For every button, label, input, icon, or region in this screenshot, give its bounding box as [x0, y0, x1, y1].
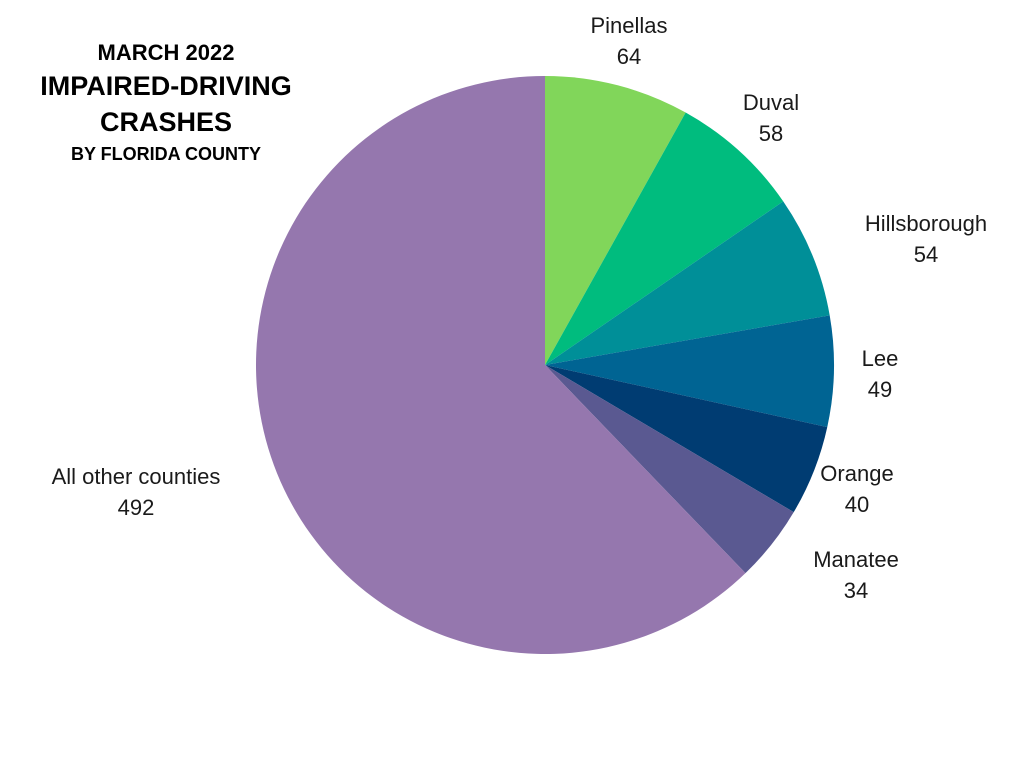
- pie-slice-lee: [545, 315, 835, 428]
- slice-label-pinellas: Pinellas 64: [590, 10, 667, 72]
- slice-label-duval: Duval 58: [743, 87, 799, 149]
- slice-label-lee: Lee 49: [862, 343, 899, 405]
- pie-slice-all-other-counties: [255, 76, 746, 654]
- slice-label-name: Lee: [861, 346, 899, 371]
- slice-label-name: Duval: [742, 90, 800, 115]
- slice-label-all-other-counties: All other counties 492: [52, 461, 221, 523]
- slice-label-manatee: Manatee 34: [813, 544, 899, 606]
- title-subtitle: BY FLORIDA COUNTY: [70, 144, 261, 164]
- slice-label-value: 49: [867, 377, 893, 402]
- title-month: MARCH 2022: [97, 40, 235, 65]
- slice-label-name: Orange: [820, 461, 894, 486]
- slice-label-value: 40: [844, 492, 870, 517]
- title-main-line-1: IMPAIRED-DRIVING: [40, 71, 292, 101]
- slice-label-name: Manatee: [813, 547, 899, 572]
- slice-label-name: All other counties: [51, 464, 221, 489]
- slice-label-value: 492: [117, 495, 155, 520]
- slice-label-value: 64: [616, 44, 642, 69]
- pie-slice-manatee: [545, 365, 794, 574]
- pie-slice-pinellas: [545, 76, 686, 365]
- slice-label-value: 34: [843, 578, 869, 603]
- slice-label-name: Pinellas: [590, 13, 668, 38]
- slice-label-hillsborough: Hillsborough 54: [865, 208, 987, 270]
- slice-label-orange: Orange 40: [820, 458, 893, 520]
- pie-slice-hillsborough: [545, 201, 830, 365]
- slice-label-name: Hillsborough: [864, 211, 988, 236]
- title-main-line-2: CRASHES: [99, 107, 233, 137]
- chart-title: MARCH 2022 IMPAIRED-DRIVING CRASHES BY F…: [0, 38, 332, 168]
- pie-slice-duval: [545, 112, 784, 365]
- pie-slice-orange: [545, 365, 828, 513]
- slice-label-value: 58: [758, 121, 784, 146]
- slice-label-value: 54: [913, 242, 939, 267]
